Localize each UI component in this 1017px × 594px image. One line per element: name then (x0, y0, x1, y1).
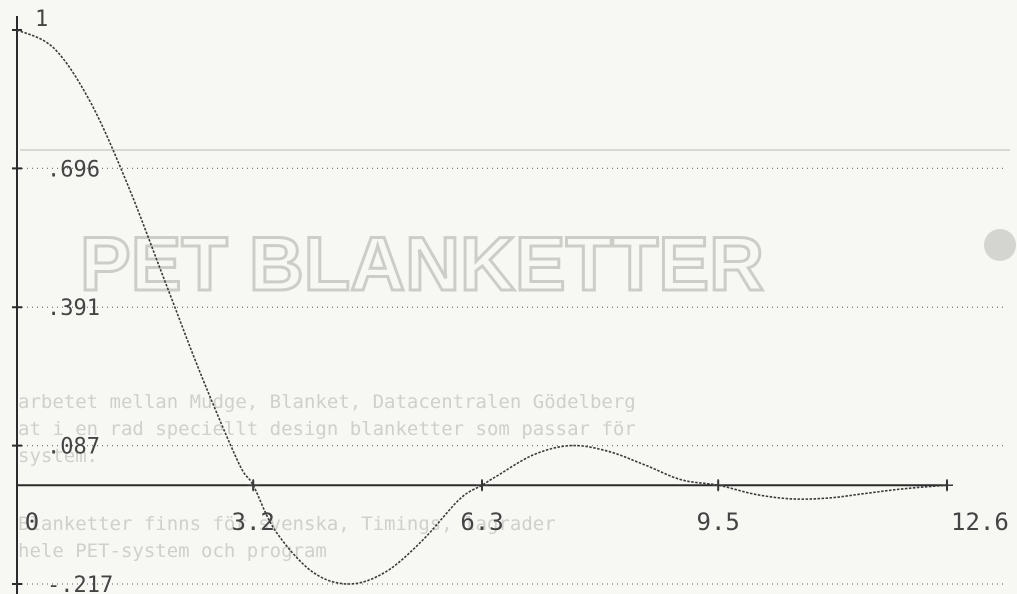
tick-labels: 1 .696 .391 .087 -.217 0 3.2 6.3 9.5 12.6 (25, 7, 1009, 594)
ghost-line-1: arbetet mellan Mudge, Blanket, Datacentr… (18, 391, 636, 413)
plot-area (16, 29, 953, 585)
y-tick-label-1: .696 (47, 157, 100, 182)
x-tick-label-1: 3.2 (232, 508, 275, 536)
series-curve (16, 29, 948, 585)
y-tick-label-4: -.217 (47, 573, 113, 594)
y-tick-label-3: .087 (47, 435, 100, 460)
x-tick-label-4: 12.6 (951, 508, 1009, 536)
x-tick-label-3: 9.5 (697, 508, 740, 536)
ghost-line-5: hele PET-system och program (18, 540, 327, 562)
y-tick-label-0: 1 (35, 7, 48, 32)
show-through-background: PET BLANKETTER arbetet mellan Mudge, Bla… (18, 149, 1016, 562)
crossing-marker-3 (941, 479, 953, 492)
x-tick-label-2: 6.3 (460, 508, 503, 536)
x-tick-label-0: 0 (25, 508, 39, 536)
ghost-line-2: at i en rad speciellt design blanketter … (18, 418, 636, 440)
ghost-line-3: system. (18, 445, 98, 467)
ghost-logo (984, 229, 1016, 261)
ghost-line-4: Blanketter finns för svenska, Timings, l… (18, 513, 556, 535)
y-tick-label-2: .391 (47, 296, 100, 321)
crossing-marker-2 (712, 479, 725, 492)
ghost-title: PET BLANKETTER (80, 222, 764, 307)
grid-lines (17, 167, 1007, 585)
crossing-marker-0 (247, 479, 260, 492)
crossing-marker-1 (476, 479, 488, 492)
